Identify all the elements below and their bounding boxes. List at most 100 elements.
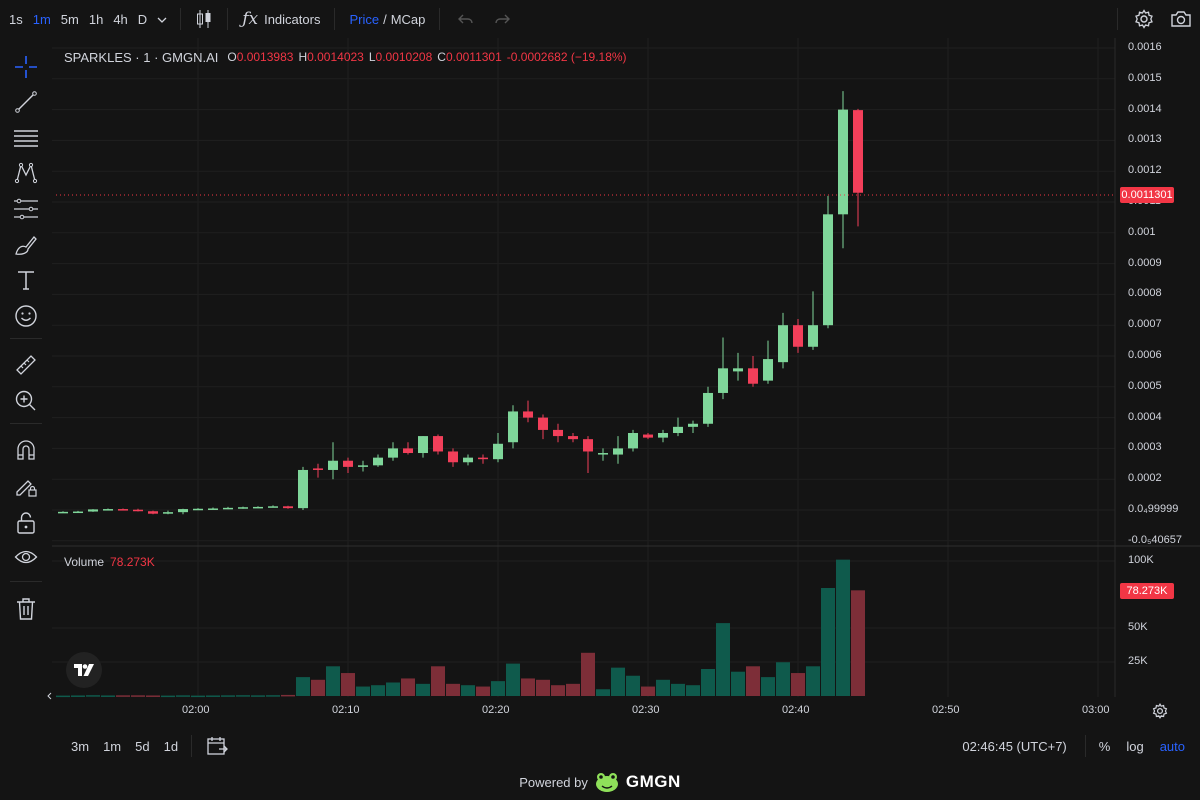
lock-all-tool[interactable] <box>13 510 39 536</box>
price-tick-label: 0.0005 <box>1128 379 1162 392</box>
pattern-icon <box>14 162 38 184</box>
range-1m[interactable]: 1m <box>103 738 122 754</box>
lock-drawing-tool[interactable] <box>13 474 39 500</box>
volume-tick-label: 50K <box>1128 621 1148 633</box>
volume-bar <box>56 695 70 698</box>
volume-bar <box>236 695 250 697</box>
candle-body <box>583 439 593 452</box>
redo-button[interactable] <box>484 12 520 26</box>
range-1d[interactable]: 1d <box>163 738 179 754</box>
candle-body <box>73 511 83 514</box>
lock-icon <box>17 512 35 534</box>
volume-bar <box>476 686 490 696</box>
toolbar-divider <box>180 8 182 30</box>
clock-timezone[interactable]: 02:46:45 (UTC+7) <box>962 738 1067 754</box>
trend-line-tool[interactable] <box>13 89 39 115</box>
settings-button[interactable] <box>1126 9 1162 29</box>
timeframe-1h[interactable]: 1h <box>88 11 104 27</box>
high-label: H <box>298 50 308 64</box>
top-toolbar: 1s 1m 5m 1h 4h D ƒx Indicators Price / M… <box>0 0 1200 38</box>
volume-bar <box>596 689 610 696</box>
forecast-tool[interactable] <box>13 196 39 222</box>
candles-layer <box>58 91 863 515</box>
time-tick-label: 03:00 <box>1082 704 1110 716</box>
ruler-icon <box>16 355 36 375</box>
close-value: 0.0011301 <box>445 50 502 64</box>
volume-bar <box>506 663 520 696</box>
volume-bar <box>221 695 235 697</box>
goto-date-button[interactable] <box>200 736 234 756</box>
crosshair-tool[interactable] <box>13 54 39 80</box>
volume-bar <box>281 694 295 697</box>
volume-value: 78.273K <box>110 555 155 569</box>
volume-bar <box>791 673 805 696</box>
undo-button[interactable] <box>448 12 484 26</box>
timeframe-1m[interactable]: 1m <box>32 11 51 27</box>
volume-bar <box>701 669 715 696</box>
price-mcap-toggle[interactable]: Price / MCap <box>343 12 431 27</box>
range-3m[interactable]: 3m <box>71 738 90 754</box>
magnet-tool[interactable] <box>13 438 39 464</box>
zoom-tool[interactable] <box>13 388 39 414</box>
drawing-toolbar <box>0 44 52 684</box>
screenshot-button[interactable] <box>1162 10 1200 28</box>
candle-body <box>358 465 368 467</box>
indicators-button[interactable]: ƒx Indicators <box>236 9 326 29</box>
toolbar-divider <box>334 8 336 30</box>
measure-tool[interactable] <box>13 352 39 378</box>
candle-body <box>493 443 503 460</box>
volume-bar <box>641 686 655 696</box>
candle-body <box>268 506 278 508</box>
toolbar-divider <box>1084 735 1086 757</box>
hide-drawings-tool[interactable] <box>13 545 39 571</box>
price-option[interactable]: Price <box>349 11 380 27</box>
volume-bar <box>86 695 100 697</box>
candle-body <box>808 325 818 347</box>
chart-type-button[interactable] <box>189 9 219 29</box>
brush-tool[interactable] <box>13 232 39 258</box>
candle-body <box>118 509 128 511</box>
volume-bar <box>806 666 820 696</box>
candle-body <box>283 506 293 509</box>
auto-toggle[interactable]: auto <box>1159 738 1185 754</box>
candle-body <box>208 508 218 510</box>
candle-body <box>223 507 233 510</box>
candle-body <box>598 453 608 455</box>
axis-settings-button[interactable] <box>1152 703 1168 724</box>
candle-body <box>253 506 263 509</box>
mcap-option[interactable]: MCap <box>390 11 426 27</box>
text-tool[interactable] <box>13 267 39 293</box>
volume-bar <box>536 679 550 696</box>
remove-drawings-tool[interactable] <box>13 596 39 622</box>
candle-body <box>553 429 563 437</box>
fib-lines-icon <box>14 130 38 147</box>
volume-bar <box>581 652 595 696</box>
tradingview-logo[interactable] <box>66 652 102 688</box>
pattern-tool[interactable] <box>13 160 39 186</box>
timeframe-4h[interactable]: 4h <box>113 11 128 27</box>
volume-bar <box>116 695 130 697</box>
log-toggle[interactable]: log <box>1126 738 1144 754</box>
horizontal-lines-tool[interactable] <box>13 125 39 151</box>
volume-bar <box>776 662 790 696</box>
timeframe-dropdown-icon[interactable] <box>152 12 172 27</box>
low-label: L <box>368 50 376 64</box>
candle-body <box>658 433 668 438</box>
volume-bar <box>191 695 205 698</box>
volume-bar <box>761 677 775 696</box>
timeframe-d[interactable]: D <box>137 11 148 27</box>
candle-body <box>508 411 518 443</box>
candle-body <box>778 325 788 363</box>
percent-toggle[interactable]: % <box>1098 738 1111 754</box>
emoji-tool[interactable] <box>13 303 39 329</box>
timeframe-5m[interactable]: 5m <box>60 11 79 27</box>
range-5d[interactable]: 5d <box>135 738 150 754</box>
timeframe-1s[interactable]: 1s <box>9 11 23 27</box>
tradingview-icon <box>74 664 94 676</box>
toolbar-divider <box>10 423 42 424</box>
calendar-range-icon <box>207 737 228 755</box>
symbol-title[interactable]: SPARKLES · 1 · GMGN.AI <box>64 50 219 65</box>
volume-bar <box>626 675 640 696</box>
volume-bar <box>251 695 265 697</box>
